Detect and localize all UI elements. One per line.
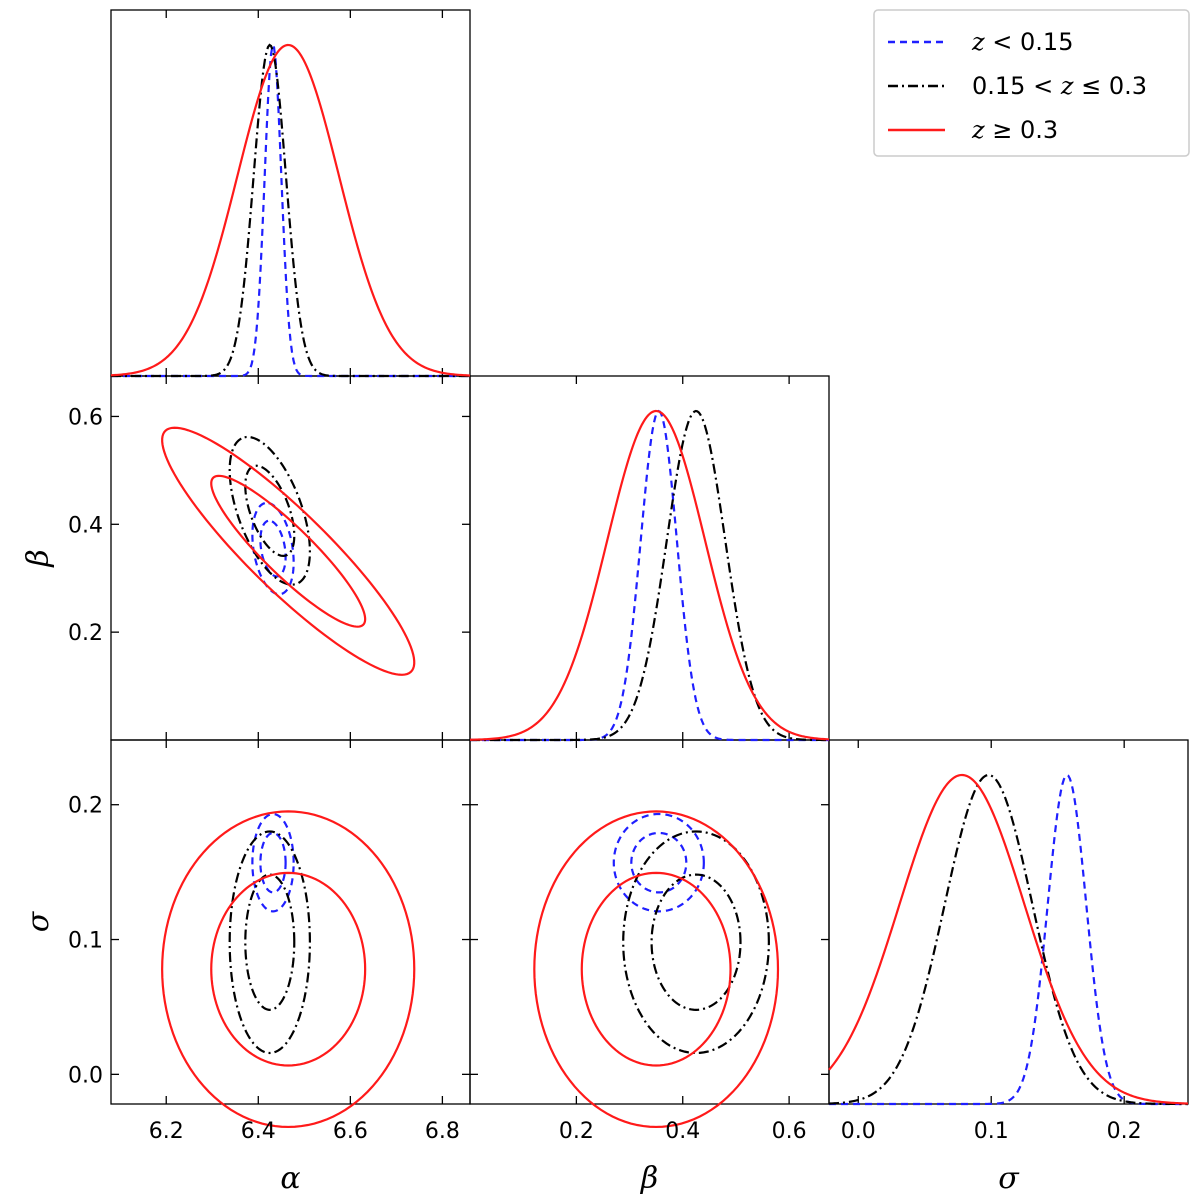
x-tick-label-beta: 0.2 (559, 1119, 594, 1144)
marginal-alpha-mid-z (111, 43, 470, 378)
legend: z < 0.15 0.15 < z ≤ 0.3 z ≥ 0.3 (873, 9, 1190, 157)
marginal-sigma-low-z (829, 773, 1188, 1106)
x-tick-label-alpha: 6.6 (333, 1119, 368, 1144)
x-axis-label-beta: β (640, 1161, 658, 1196)
contour-beta-vs-alpha-high-z-level2 (161, 426, 416, 676)
legend-frame (873, 9, 1190, 157)
y-tick-label-sigma: 0.2 (68, 794, 103, 819)
marginal-beta-mid-z (470, 409, 829, 742)
x-tick-label-sigma: 0.1 (974, 1119, 1009, 1144)
y-tick-label-sigma: 0.0 (68, 1063, 103, 1088)
contour-sigma-vs-alpha-mid-z-level1 (244, 873, 296, 1011)
x-tick-label-sigma: 0.2 (1107, 1119, 1142, 1144)
contour-sigma-vs-beta-low-z-level1 (630, 831, 688, 894)
panels (110, 9, 1189, 1129)
marginal-beta-high-z (469, 409, 830, 741)
marginal-sigma-high-z (828, 773, 1189, 1105)
contour-sigma-vs-alpha-high-z-level2 (161, 810, 416, 1129)
x-tick-label-beta: 0.6 (772, 1119, 807, 1144)
marginal-alpha-low-z (111, 42, 470, 378)
contour-sigma-vs-alpha-mid-z-level2 (228, 830, 312, 1055)
y-tick-label-beta: 0.4 (68, 513, 103, 538)
x-axis-label-alpha: α (280, 1161, 300, 1196)
panel-frame-sigma-vs-sigma (828, 739, 1189, 1105)
panel-frame-alpha-vs-alpha (110, 9, 471, 377)
panel-frame-beta-vs-beta (469, 375, 830, 741)
x-tick-label-alpha: 6.4 (241, 1119, 276, 1144)
contour-sigma-vs-alpha-low-z-level1 (259, 831, 287, 894)
y-tick-label-beta: 0.6 (68, 405, 103, 430)
marginal-sigma-mid-z (828, 773, 1188, 1106)
x-tick-label-alpha: 6.2 (149, 1119, 184, 1144)
contour-sigma-vs-alpha-high-z-level1 (210, 871, 367, 1067)
x-tick-label-beta: 0.4 (665, 1119, 700, 1144)
panel-frame-sigma-vs-beta (469, 739, 830, 1105)
y-axis-label-beta: β (21, 549, 56, 567)
marginal-beta-low-z (470, 409, 829, 742)
contour-beta-vs-alpha-low-z-level2 (251, 501, 295, 596)
legend-label-mid-z: 0.15 < z ≤ 0.3 (972, 72, 1147, 100)
contour-sigma-vs-beta-low-z-level2 (612, 812, 705, 913)
contour-beta-vs-alpha-low-z-level1 (259, 519, 287, 578)
x-axis-label-sigma: σ (998, 1161, 1020, 1196)
x-tick-label-alpha: 6.8 (425, 1119, 460, 1144)
marginal-alpha-high-z (110, 43, 471, 377)
legend-label-low-z: z < 0.15 (971, 28, 1073, 56)
contour-beta-vs-alpha-high-z-level1 (210, 474, 367, 628)
contour-sigma-vs-alpha-low-z-level2 (251, 812, 295, 913)
contour-sigma-vs-beta-mid-z-level1 (650, 873, 742, 1011)
y-axis-label-sigma: σ (21, 910, 56, 932)
legend-label-high-z: z ≥ 0.3 (971, 116, 1058, 144)
y-tick-label-beta: 0.2 (68, 621, 103, 646)
contour-sigma-vs-beta-high-z-level2 (533, 810, 780, 1129)
y-tick-label-sigma: 0.1 (68, 929, 103, 954)
x-tick-label-sigma: 0.0 (841, 1119, 876, 1144)
contour-beta-vs-alpha-mid-z-level1 (244, 464, 296, 558)
contour-sigma-vs-beta-high-z-level1 (580, 871, 732, 1067)
panel-frame-sigma-vs-alpha (110, 739, 471, 1105)
